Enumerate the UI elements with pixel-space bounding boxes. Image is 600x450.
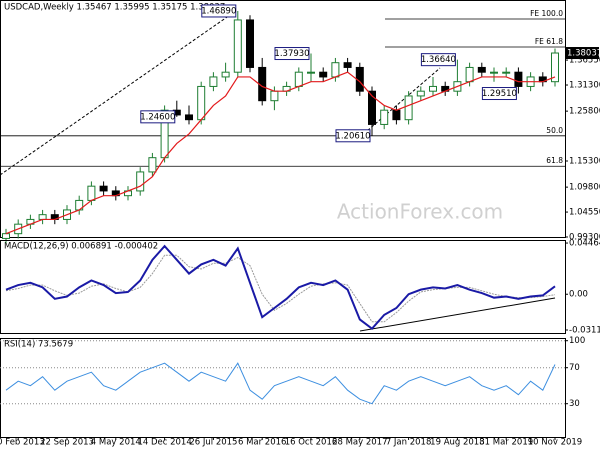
level-label: 50.0 [546, 126, 563, 135]
candle-body [416, 90, 425, 97]
x-tick-label: 10 Nov 2019 [528, 438, 582, 448]
panel-frame [0, 0, 566, 238]
x-tick-label: 4 May 2014 [91, 438, 141, 448]
candle-body [307, 71, 315, 74]
x-tick-label: 26 Jul 2015 [189, 438, 237, 448]
price-label: 1.37930 [274, 49, 309, 59]
level-label: 61.8 [546, 156, 563, 165]
x-tick-label: 6 Mar 2016 [238, 438, 286, 448]
candle-body [392, 109, 401, 121]
candle-body [87, 185, 96, 201]
candle-body [490, 71, 498, 74]
y-tick-label: 0.044642 [569, 239, 600, 249]
candle-body [2, 233, 10, 239]
price-label-box [140, 110, 176, 124]
moving-average [5, 71, 556, 235]
candle-body [551, 52, 559, 83]
price-label-box [420, 53, 456, 67]
x-tick-label: 19 Aug 2018 [430, 438, 484, 448]
chart-title: USDCAD,Weekly 1.35467 1.35995 1.35175 1.… [4, 3, 225, 13]
panel-title: MACD(12,26,9) 0.006891 -0.000402 [4, 242, 158, 252]
y-tick-label: 100 [569, 336, 585, 346]
candle-body [221, 71, 230, 78]
x-tick-label: 28 May 2017 [332, 438, 387, 448]
y-tick-label: 0.99300 [569, 233, 600, 243]
panel-frame [0, 338, 566, 438]
y-tick-label: 1.09800 [569, 183, 600, 193]
price-label: 1.24600 [140, 112, 175, 122]
price-label: 1.36640 [421, 55, 456, 65]
candle-body [331, 62, 340, 78]
y-tick-label: 70 [569, 363, 580, 373]
y-tick-label: -0.031183 [569, 325, 600, 335]
candle-body [38, 214, 47, 220]
trend-line [0, 14, 231, 176]
candle-body [99, 185, 108, 192]
trend-line [359, 297, 556, 332]
price-label: 1.29510 [482, 89, 517, 99]
candle-body [233, 19, 242, 73]
y-tick-label: 1.25800 [569, 107, 600, 117]
candle-body [185, 114, 193, 121]
candle-body [429, 85, 437, 92]
panel-frame [0, 240, 566, 334]
candle-body [465, 66, 474, 83]
candle-body [319, 71, 328, 78]
price-label-box [335, 129, 371, 143]
candle-body [246, 19, 254, 68]
candle-body [502, 71, 511, 74]
candle-body [294, 71, 303, 87]
y-tick-label: 0.00 [569, 290, 588, 300]
panel-title: RSI(14) 73.5679 [4, 340, 73, 350]
y-tick-label: 30 [569, 399, 580, 409]
candle-body [477, 66, 486, 73]
candle-body [343, 62, 352, 68]
x-tick-label: 31 Mar 2019 [479, 438, 533, 448]
candle-body [368, 90, 376, 125]
x-tick-label: 16 Oct 2016 [285, 438, 338, 448]
watermark: ActionForex.com [337, 200, 503, 224]
candle-body [209, 76, 218, 87]
series-line [5, 362, 556, 405]
price-label-box [201, 4, 237, 18]
candle-body [148, 157, 157, 173]
price-label: 1.46890 [201, 6, 236, 16]
x-tick-label: 7 Jan 2018 [386, 438, 432, 448]
y-tick-label: 1.31300 [569, 81, 600, 91]
current-price-label: 1.38037 [567, 49, 600, 59]
candle-body [197, 85, 206, 121]
trend-line [359, 67, 441, 138]
y-tick-label: 1.36550 [569, 56, 600, 66]
candle-body [404, 95, 413, 121]
y-tick-label: 1.15300 [569, 157, 600, 167]
series-line [5, 244, 556, 330]
price-label: 1.20610 [335, 131, 370, 141]
level-label: FE 100.0 [530, 9, 563, 18]
level-label: FE 61.8 [535, 37, 563, 46]
current-price-box [565, 47, 599, 60]
candle-body [136, 171, 145, 192]
price-label-box [481, 87, 517, 101]
x-tick-label: 14 Dec 2014 [137, 438, 191, 448]
candle-body [380, 109, 389, 125]
x-tick-label: 22 Sep 2013 [40, 438, 94, 448]
price-label-box [274, 47, 310, 61]
x-tick-label: 10 Feb 2013 [0, 438, 45, 448]
candle-body [514, 71, 523, 87]
candle-body [270, 90, 279, 102]
